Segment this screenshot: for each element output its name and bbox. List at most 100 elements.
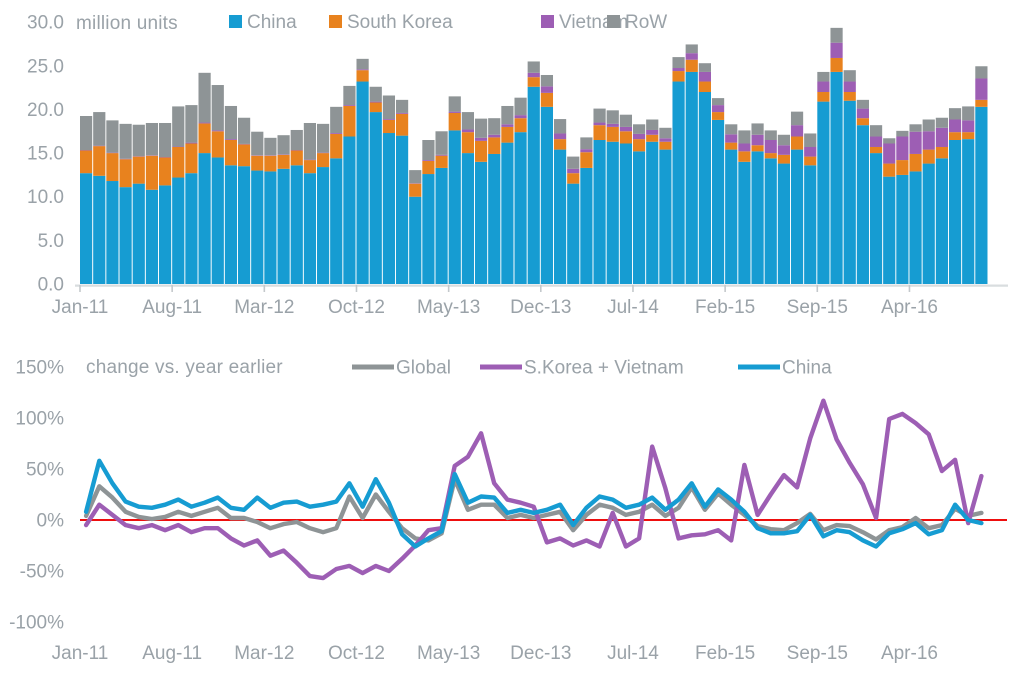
bar-segment: [185, 143, 198, 174]
bar-segment: [830, 42, 843, 58]
bar-segment: [751, 123, 764, 135]
legend-item-south-korea: South Korea: [329, 12, 453, 33]
bar-segment: [514, 115, 527, 119]
bar-segment: [330, 133, 343, 159]
legend-swatch-icon: [607, 15, 620, 28]
line-global: [83, 477, 984, 543]
bar-segment: [909, 153, 922, 172]
bar-segment: [198, 153, 211, 284]
bar-segment: [869, 125, 883, 137]
bar-segment: [632, 133, 646, 140]
bar-segment: [474, 140, 488, 162]
bar-segment: [343, 105, 356, 106]
bar-segment: [935, 117, 948, 128]
bar-segment: [948, 132, 962, 140]
bar-segment: [448, 112, 461, 131]
bar-segment: [672, 68, 685, 72]
bar-segment: [382, 119, 396, 134]
bars-china: [80, 71, 988, 285]
bar-segment: [922, 149, 935, 164]
bar-segment: [685, 44, 698, 54]
top-x-axis-labels: Jan-11 Aug-11 Mar-12 Oct-12 May-13 Dec-13 Jul-…: [52, 297, 938, 318]
bar-segment: [817, 71, 830, 82]
bar-segment: [580, 167, 593, 284]
bar-segment: [316, 123, 330, 153]
bar-segment: [817, 81, 830, 92]
bar-segment: [632, 151, 646, 284]
bar-segment: [685, 59, 698, 72]
bar-segment: [422, 160, 435, 175]
bar-segment: [711, 119, 725, 285]
bar-segment: [909, 171, 922, 284]
bar-segment: [461, 153, 475, 284]
bar-segment: [896, 136, 909, 161]
bar-segment: [527, 77, 540, 87]
bar-segment: [145, 155, 159, 190]
line-s-korea-vietnam: [83, 398, 984, 581]
bar-segment: [751, 151, 764, 284]
bar-segment: [606, 141, 619, 284]
bar-segment: [119, 159, 132, 188]
bar-segment: [488, 137, 501, 154]
bar-segment: [962, 120, 975, 133]
top-x-axis-label: Mar-12: [234, 297, 294, 318]
top-y-axis-label: 5.0: [38, 231, 64, 252]
bar-segment: [119, 187, 132, 284]
bar-segment: [672, 71, 685, 82]
top-x-axis-label: Sep-15: [787, 297, 848, 318]
bar-segment: [488, 153, 501, 284]
bar-segment: [461, 112, 475, 130]
bar-segment: [935, 146, 948, 159]
bar-segment: [93, 112, 106, 146]
bar-segment: [251, 131, 264, 156]
bar-segment: [606, 110, 619, 124]
bar-segment: [922, 163, 935, 284]
bottom-x-axis-label: Sep-15: [787, 643, 848, 664]
bar-segment: [264, 171, 277, 284]
bar-segment: [224, 105, 238, 140]
bar-segment: [632, 139, 646, 152]
bar-segment: [224, 165, 238, 284]
bar-segment: [883, 163, 896, 177]
bar-segment: [856, 108, 869, 119]
bar-segment: [975, 99, 988, 107]
bar-segment: [264, 137, 277, 156]
bar-segment: [356, 58, 369, 70]
bar-segment: [725, 124, 738, 135]
bar-segment: [935, 158, 948, 284]
legend-item-row: RoW: [607, 12, 667, 33]
bar-segment: [514, 118, 527, 133]
bar-segment: [567, 168, 580, 174]
top-x-axis-label: Jan-11: [52, 297, 109, 318]
bar-segment: [711, 98, 725, 106]
bar-segment: [237, 117, 251, 144]
bar-segment: [80, 116, 93, 151]
bar-segment: [580, 149, 593, 153]
bar-segment: [119, 123, 132, 159]
bar-segment: [488, 134, 501, 138]
bar-segment: [80, 150, 93, 174]
bar-segment: [962, 139, 975, 284]
bar-segment: [172, 177, 185, 284]
bar-segment: [514, 97, 527, 116]
bar-segment: [264, 155, 277, 172]
bar-segment: [435, 155, 448, 168]
bar-segment: [290, 129, 303, 151]
bar-segment: [211, 130, 224, 132]
bar-segment: [159, 157, 172, 186]
bars-vietnam: [80, 42, 988, 184]
bar-segment: [461, 129, 475, 133]
bar-segment: [777, 163, 790, 284]
bars-row: [80, 27, 988, 184]
bar-segment: [738, 151, 751, 162]
bottom-y-axis-label: 0%: [37, 511, 65, 532]
bar-segment: [619, 114, 633, 127]
bottom-x-axis-label: Jan-11: [52, 643, 109, 664]
bar-segment: [869, 153, 883, 284]
bar-segment: [764, 153, 777, 159]
bar-segment: [514, 132, 527, 284]
bar-segment: [185, 142, 198, 144]
bar-segment: [106, 181, 119, 284]
bar-segment: [224, 139, 238, 140]
